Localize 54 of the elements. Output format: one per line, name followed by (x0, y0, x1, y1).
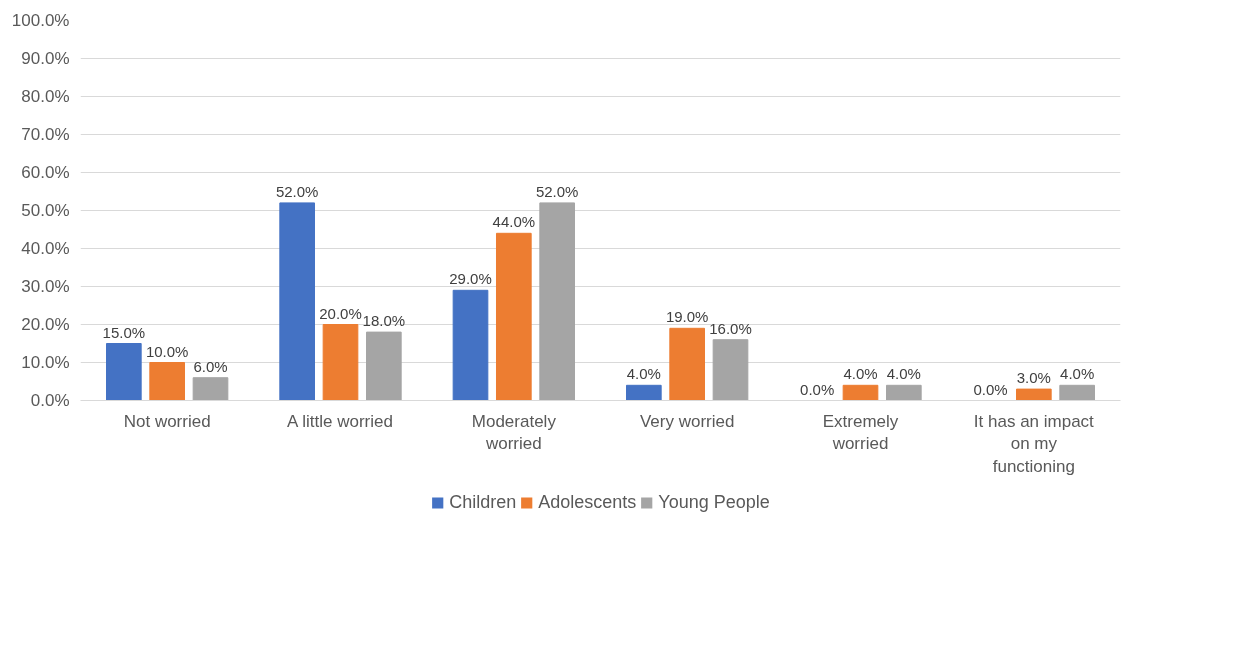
x-tick-label: Moderately worried (471, 411, 557, 454)
legend-label: Children (449, 491, 517, 513)
y-tick-label: 90.0% (21, 49, 70, 68)
legend-label: Young People (658, 491, 770, 513)
bar (842, 384, 879, 401)
y-tick-label: 40.0% (21, 239, 70, 258)
y-tick-label: 50.0% (21, 201, 70, 220)
x-tick-label: A little worried (287, 411, 393, 431)
data-label: 10.0% (145, 342, 189, 360)
bar (322, 324, 359, 401)
y-tick-label: 80.0% (21, 87, 70, 106)
y-tick-label: 70.0% (21, 125, 70, 144)
data-label: 18.0% (362, 312, 406, 330)
y-tick-label: 30.0% (21, 277, 70, 296)
bar (1016, 388, 1052, 401)
data-label: 6.0% (193, 357, 228, 375)
bar (669, 327, 705, 401)
y-tick-label: 10.0% (21, 353, 70, 372)
data-label: 0.0% (973, 380, 1008, 398)
data-label: 15.0% (102, 323, 146, 341)
data-label: 19.0% (665, 308, 709, 326)
bar (626, 384, 662, 401)
data-label: 4.0% (626, 365, 661, 383)
data-label: 4.0% (886, 365, 921, 383)
data-label: 52.0% (535, 182, 579, 200)
bar (192, 377, 229, 401)
bar (712, 339, 749, 401)
data-label: 4.0% (843, 365, 878, 383)
bar (496, 232, 532, 401)
bar (886, 384, 922, 401)
data-label: 20.0% (319, 304, 362, 322)
bar (452, 289, 489, 401)
bar (149, 362, 185, 401)
x-tick-label: Not worried (123, 411, 211, 431)
x-tick-label: It has an impact on my functioning (973, 411, 1095, 477)
bar (279, 202, 315, 401)
data-label: 29.0% (449, 270, 492, 288)
data-label: 52.0% (275, 182, 319, 200)
bar (106, 343, 142, 401)
y-tick-label: 0.0% (30, 391, 70, 410)
y-tick-label: 60.0% (21, 163, 70, 182)
legend-label: Adolescents (538, 491, 637, 513)
x-tick-label: Very worried (639, 411, 735, 431)
bar (366, 331, 402, 401)
data-label: 4.0% (1060, 365, 1095, 383)
y-tick-label: 20.0% (21, 315, 70, 334)
data-label: 0.0% (800, 380, 835, 398)
data-label: 16.0% (709, 319, 752, 337)
data-label: 3.0% (1016, 369, 1051, 387)
data-label: 44.0% (492, 213, 536, 231)
x-tick-label: Extremely worried (822, 411, 899, 454)
bar (1059, 384, 1095, 401)
y-tick-label: 100.0% (11, 11, 70, 30)
bar (539, 202, 575, 401)
